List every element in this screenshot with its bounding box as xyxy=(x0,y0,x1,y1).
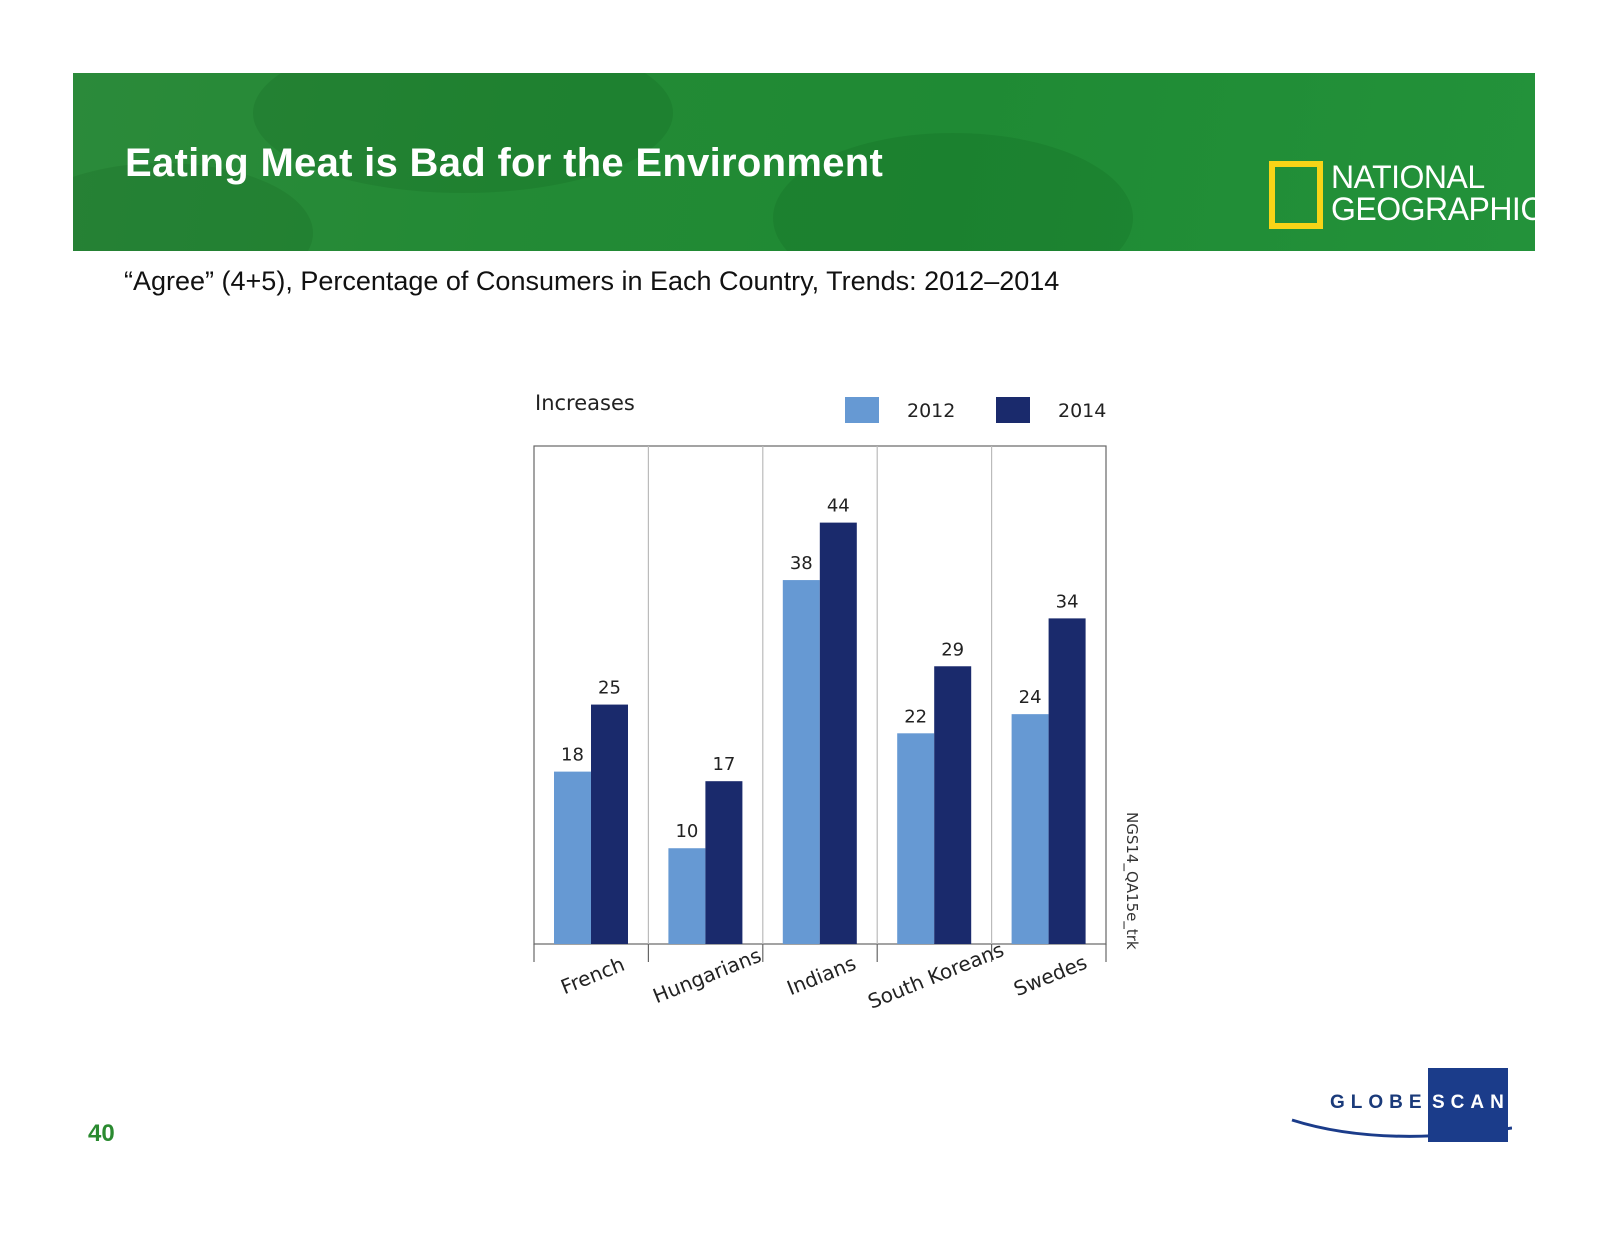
chart-title: Increases xyxy=(535,391,635,415)
x-tick-label: Swedes xyxy=(1010,950,1090,1001)
globescan-text-left: GLOBE xyxy=(1330,1092,1428,1113)
legend-swatch-2014 xyxy=(996,397,1030,423)
bar-2014-hungarians xyxy=(705,781,743,944)
page-number: 40 xyxy=(88,1120,115,1147)
data-label: 38 xyxy=(790,553,813,574)
data-label: 34 xyxy=(1056,591,1079,612)
chart-source-note: NGS14_QA15e_trk xyxy=(1122,812,1141,950)
data-label: 10 xyxy=(675,821,698,842)
bar-2014-south-koreans xyxy=(934,666,972,944)
logo-line-top: NATIONAL xyxy=(1331,159,1485,195)
data-label: 17 xyxy=(712,754,735,775)
data-label: 29 xyxy=(941,639,964,660)
x-tick-label: French xyxy=(557,952,628,999)
bar-2012-indians xyxy=(782,580,820,944)
bar-2014-indians xyxy=(819,522,857,944)
data-label: 22 xyxy=(904,706,927,727)
bar-2014-swedes xyxy=(1048,618,1086,944)
data-label: 25 xyxy=(598,678,621,699)
bar-2012-hungarians xyxy=(668,848,706,944)
x-tick-label: Indians xyxy=(783,951,859,1000)
bar-2012-french xyxy=(554,771,591,944)
x-tick-label: South Koreans xyxy=(864,937,1007,1013)
globescan-box xyxy=(1428,1068,1508,1142)
national-geographic-logo: NATIONAL GEOGRAPHIC xyxy=(1331,161,1535,225)
data-label: 24 xyxy=(1019,687,1042,708)
globescan-logo: GLOBE SCAN xyxy=(1290,1068,1512,1150)
title-banner: Eating Meat is Bad for the Environment N… xyxy=(73,73,1535,251)
legend-swatch-2012 xyxy=(845,397,879,423)
data-label: 44 xyxy=(827,496,850,517)
slide-title: Eating Meat is Bad for the Environment xyxy=(125,141,884,185)
legend-label-2012: 2012 xyxy=(907,400,955,422)
data-label: 18 xyxy=(561,745,584,766)
slide-subtitle: “Agree” (4+5), Percentage of Consumers i… xyxy=(124,266,1060,296)
legend-label-2014: 2014 xyxy=(1058,400,1106,422)
logo-line-bottom: GEOGRAPHIC xyxy=(1331,191,1535,227)
national-geographic-frame-icon xyxy=(1269,161,1323,229)
x-tick-label: Hungarians xyxy=(649,943,764,1008)
bar-2014-french xyxy=(591,704,628,944)
bar-2012-south-koreans xyxy=(897,733,935,944)
bar-2012-swedes xyxy=(1011,714,1049,944)
globescan-text-right: SCAN xyxy=(1432,1092,1510,1113)
